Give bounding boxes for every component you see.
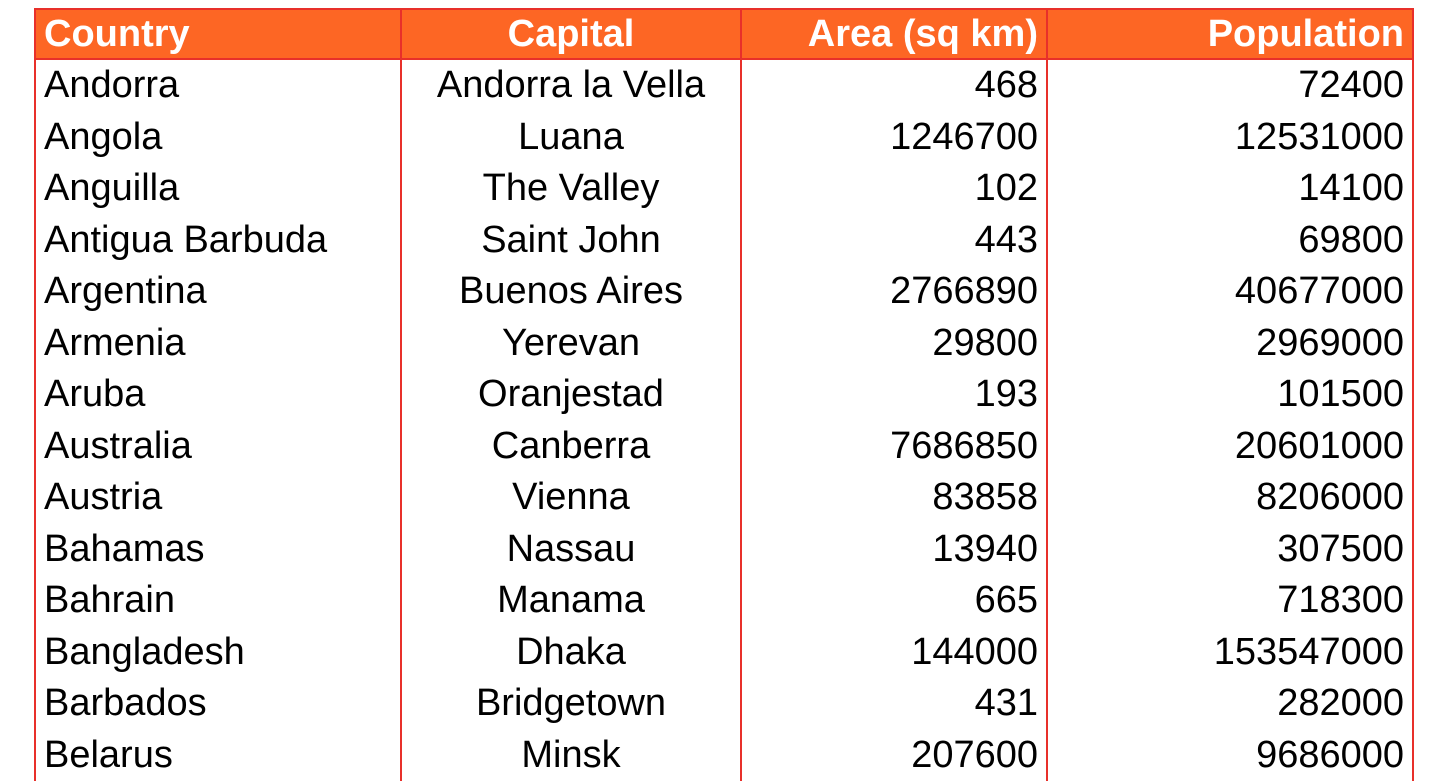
cell-country[interactable]: Australia <box>36 421 402 473</box>
cell-area[interactable]: 665 <box>742 575 1048 627</box>
cell-area[interactable]: 102 <box>742 163 1048 215</box>
cell-area[interactable]: 193 <box>742 369 1048 421</box>
cell-population[interactable]: 307500 <box>1048 524 1412 576</box>
cell-country[interactable]: Argentina <box>36 266 402 318</box>
cell-capital[interactable]: Manama <box>402 575 742 627</box>
cell-population[interactable]: 718300 <box>1048 575 1412 627</box>
cell-country[interactable]: Aruba <box>36 369 402 421</box>
cell-country[interactable]: Antigua Barbuda <box>36 215 402 267</box>
cell-capital[interactable]: Dhaka <box>402 627 742 679</box>
cell-population[interactable]: 153547000 <box>1048 627 1412 679</box>
cell-capital[interactable]: Luana <box>402 112 742 164</box>
cell-capital[interactable]: Vienna <box>402 472 742 524</box>
cell-country[interactable]: Bahamas <box>36 524 402 576</box>
cell-capital[interactable]: Minsk <box>402 730 742 781</box>
cell-country[interactable]: Armenia <box>36 318 402 370</box>
cell-country[interactable]: Andorra <box>36 60 402 112</box>
cell-area[interactable]: 468 <box>742 60 1048 112</box>
cell-country[interactable]: Austria <box>36 472 402 524</box>
column-header-country[interactable]: Country <box>36 10 402 58</box>
cell-population[interactable]: 9686000 <box>1048 730 1412 781</box>
cell-country[interactable]: Anguilla <box>36 163 402 215</box>
cell-area[interactable]: 1246700 <box>742 112 1048 164</box>
cell-capital[interactable]: Yerevan <box>402 318 742 370</box>
cell-country[interactable]: Barbados <box>36 678 402 730</box>
cell-capital[interactable]: Oranjestad <box>402 369 742 421</box>
cell-population[interactable]: 101500 <box>1048 369 1412 421</box>
cell-capital[interactable]: Bridgetown <box>402 678 742 730</box>
cell-area[interactable]: 2766890 <box>742 266 1048 318</box>
cell-population[interactable]: 72400 <box>1048 60 1412 112</box>
cell-area[interactable]: 29800 <box>742 318 1048 370</box>
cell-area[interactable]: 7686850 <box>742 421 1048 473</box>
cell-area[interactable]: 144000 <box>742 627 1048 679</box>
cell-country[interactable]: Bahrain <box>36 575 402 627</box>
spreadsheet-table: Country Capital Area (sq km) Population … <box>34 8 1414 781</box>
cell-population[interactable]: 282000 <box>1048 678 1412 730</box>
cell-capital[interactable]: Canberra <box>402 421 742 473</box>
cell-population[interactable]: 8206000 <box>1048 472 1412 524</box>
column-header-capital[interactable]: Capital <box>402 10 742 58</box>
column-header-population[interactable]: Population <box>1048 10 1412 58</box>
cell-population[interactable]: 69800 <box>1048 215 1412 267</box>
cell-population[interactable]: 20601000 <box>1048 421 1412 473</box>
cell-area[interactable]: 83858 <box>742 472 1048 524</box>
cell-area[interactable]: 431 <box>742 678 1048 730</box>
cell-capital[interactable]: Buenos Aires <box>402 266 742 318</box>
cell-population[interactable]: 12531000 <box>1048 112 1412 164</box>
cell-population[interactable]: 2969000 <box>1048 318 1412 370</box>
cell-country[interactable]: Angola <box>36 112 402 164</box>
cell-area[interactable]: 207600 <box>742 730 1048 781</box>
cell-capital[interactable]: Saint John <box>402 215 742 267</box>
cell-population[interactable]: 40677000 <box>1048 266 1412 318</box>
cell-area[interactable]: 13940 <box>742 524 1048 576</box>
cell-capital[interactable]: The Valley <box>402 163 742 215</box>
cell-population[interactable]: 14100 <box>1048 163 1412 215</box>
cell-country[interactable]: Bangladesh <box>36 627 402 679</box>
cell-country[interactable]: Belarus <box>36 730 402 781</box>
cell-capital[interactable]: Andorra la Vella <box>402 60 742 112</box>
column-header-area[interactable]: Area (sq km) <box>742 10 1048 58</box>
cell-capital[interactable]: Nassau <box>402 524 742 576</box>
cell-area[interactable]: 443 <box>742 215 1048 267</box>
header-row: Country Capital Area (sq km) Population <box>34 8 1414 60</box>
